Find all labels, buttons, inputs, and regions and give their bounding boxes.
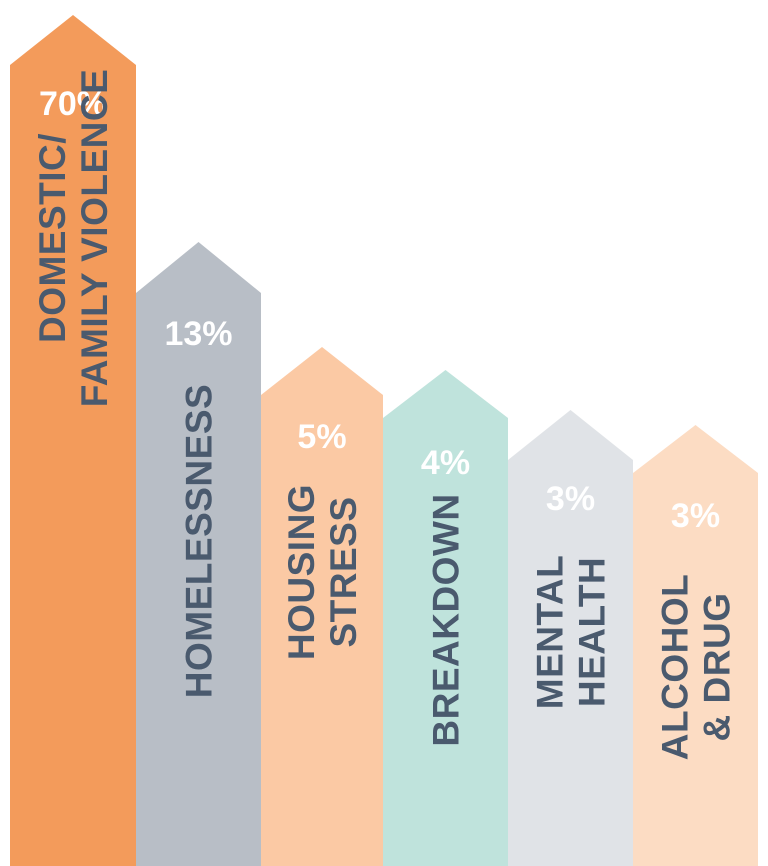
value-label-5: 3% — [546, 480, 595, 518]
bar-5 — [508, 410, 633, 866]
category-label-line: HOMELESSNESS — [179, 384, 220, 698]
category-label-1: DOMESTIC/FAMILY VIOLENCE — [32, 69, 115, 408]
category-label-line: BREAKDOWN — [426, 493, 467, 746]
category-label-3: HOUSING STRESS — [281, 484, 364, 660]
value-label-6: 3% — [671, 497, 720, 535]
category-label-line: DOMESTIC/ — [32, 133, 73, 343]
category-label-line: HOUSING — [281, 484, 322, 660]
bar-6 — [633, 425, 758, 866]
value-label-2: 13% — [164, 315, 232, 353]
value-label-1: 70% — [39, 85, 107, 123]
category-label-line: FAMILY VIOLENCE — [74, 69, 115, 408]
value-label-4: 4% — [421, 444, 470, 482]
category-label-2: HOMELESSNESS — [179, 384, 220, 698]
category-label-line: & DRUG — [697, 593, 738, 742]
category-label-5: MENTAL HEALTH — [530, 555, 613, 709]
category-label-line: ALCOHOL — [655, 574, 696, 760]
bar-2 — [136, 242, 261, 866]
category-label-line: HEALTH — [572, 557, 613, 707]
bar-4 — [383, 370, 508, 866]
category-label-4: BREAKDOWN — [426, 493, 467, 746]
bar-3 — [261, 347, 383, 866]
bar-1 — [10, 15, 136, 866]
category-label-line: STRESS — [323, 496, 364, 647]
category-label-line: MENTAL — [530, 555, 571, 709]
value-label-3: 5% — [297, 418, 346, 456]
category-label-6: ALCOHOL & DRUG — [655, 574, 738, 760]
